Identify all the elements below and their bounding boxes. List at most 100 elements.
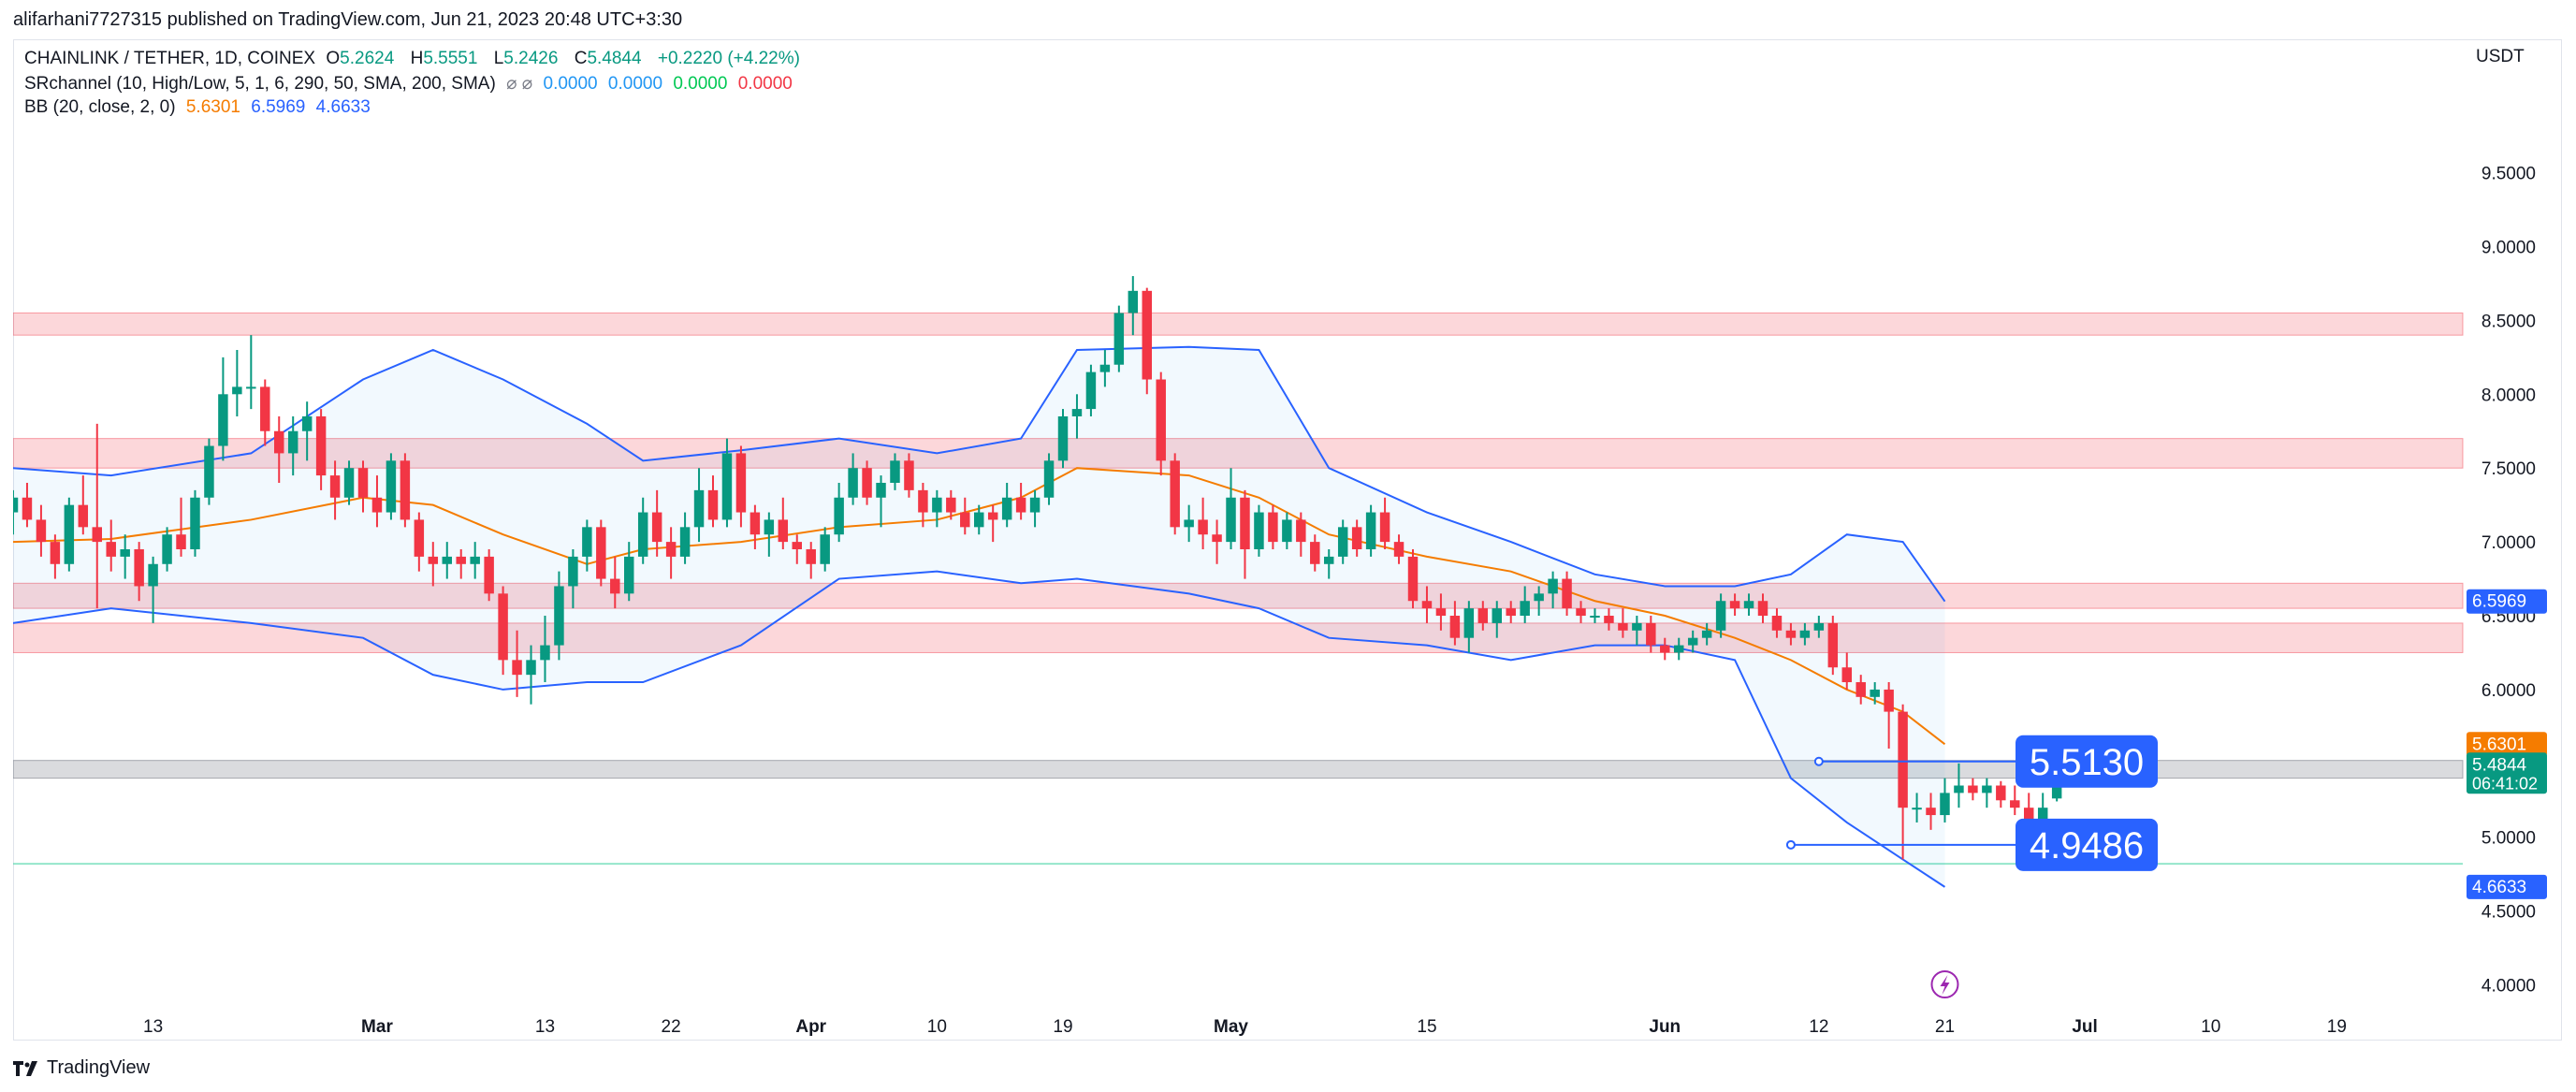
y-tick-label: 5.0000 <box>2481 829 2536 849</box>
candle-body <box>2037 808 2048 823</box>
bb-title[interactable]: BB (20, close, 2, 0) <box>24 97 176 117</box>
candle-body <box>13 497 19 513</box>
candle-body <box>386 460 397 513</box>
bb-lower-line <box>13 570 1946 888</box>
x-tick-label: Apr <box>795 1017 826 1037</box>
candle-body <box>1506 608 1516 617</box>
annotation-anchor <box>1785 839 1796 850</box>
candle-body <box>1421 601 1433 609</box>
candle-body <box>498 593 508 661</box>
x-tick-label: 12 <box>1809 1017 1828 1037</box>
candle-body <box>792 542 802 549</box>
candle-body <box>1729 601 1740 609</box>
price-annotation-label: 4.9486 <box>2030 825 2144 866</box>
candle-body <box>1310 542 1320 564</box>
price-chart[interactable]: 4.00004.50005.00005.50006.00006.50007.00… <box>13 39 2562 1041</box>
candle-body <box>679 527 691 557</box>
y-tick-label: 4.5000 <box>2481 903 2536 923</box>
price-axis-tag <box>2467 752 2547 794</box>
candle-body <box>50 542 61 564</box>
candle-body <box>1674 645 1684 653</box>
x-tick-label: 19 <box>1053 1017 1072 1037</box>
candle-body <box>232 386 242 395</box>
candle-body <box>1827 622 1839 668</box>
legend-ohlc: CHAINLINK / TETHER, 1D, COINEX O5.2624 H… <box>24 49 806 69</box>
sr-zone <box>13 438 2464 469</box>
candle-body <box>78 504 89 528</box>
candle-body <box>64 504 75 564</box>
x-tick-label: 13 <box>143 1017 163 1037</box>
candle-body <box>1226 497 1236 543</box>
candle-body <box>246 386 256 389</box>
low-label: L <box>493 49 504 68</box>
x-tick-label: 10 <box>2201 1017 2220 1037</box>
candle-body <box>204 445 214 498</box>
candle-body <box>1884 689 1894 712</box>
close-label: C <box>574 49 588 68</box>
candle-body <box>1029 497 1041 513</box>
candle-body <box>721 453 733 520</box>
candle-body <box>260 386 270 431</box>
tradingview-brand[interactable]: TradingView <box>13 1057 150 1079</box>
candle-body <box>36 519 47 543</box>
candle-body <box>274 430 284 454</box>
x-tick-label: 21 <box>1935 1017 1955 1037</box>
hidden-icon[interactable]: ⌀ ⌀ <box>506 74 533 94</box>
candle-body <box>540 645 550 661</box>
bb-lower-value: 4.6633 <box>315 97 371 117</box>
candle-body <box>1142 290 1152 380</box>
candle-body <box>1870 689 1880 697</box>
publish-info: alifarhani7727315 published on TradingVi… <box>13 9 683 30</box>
price-axis-tag <box>2467 589 2547 614</box>
candle-body <box>1351 527 1362 549</box>
candle-body <box>442 556 452 564</box>
candle-body <box>1449 616 1461 638</box>
x-tick-label: Mar <box>361 1017 393 1037</box>
open-label: O <box>326 49 341 68</box>
sr-value-4: 0.0000 <box>737 74 793 94</box>
tradingview-logo-icon <box>13 1060 37 1076</box>
candle-body <box>1548 578 1558 594</box>
change-value: +0.2220 (+4.22%) <box>657 49 800 68</box>
candle-body <box>778 519 789 543</box>
candle-body <box>596 527 606 579</box>
candle-body <box>2010 800 2020 808</box>
candle-body <box>1590 616 1600 619</box>
price-annotation-label: 5.5130 <box>2030 742 2144 783</box>
candle-body <box>1463 608 1475 638</box>
candle-body <box>1085 371 1097 410</box>
candle-body <box>1113 313 1125 365</box>
candle-body <box>974 512 984 528</box>
candle-body <box>1254 512 1264 549</box>
candle-body <box>357 468 369 498</box>
candle-body <box>301 415 313 431</box>
srchannel-title[interactable]: SRchannel (10, High/Low, 5, 1, 6, 290, 5… <box>24 74 496 94</box>
candle-body <box>1296 519 1306 543</box>
candle-body <box>1212 534 1222 543</box>
price-annotation-box <box>2016 818 2158 871</box>
candle-body <box>1477 608 1489 623</box>
x-tick-label: Jun <box>1649 1017 1681 1037</box>
candle-body <box>1520 601 1530 617</box>
candle-body <box>1407 556 1419 602</box>
brand-name: TradingView <box>47 1057 151 1078</box>
gray-zone <box>13 760 2464 779</box>
candle-body <box>1282 519 1292 543</box>
x-tick-label: 19 <box>2327 1017 2347 1037</box>
candle-body <box>1785 630 1797 638</box>
sr-value-3: 0.0000 <box>673 74 728 94</box>
price-axis-label: 5.6301 <box>2472 735 2526 754</box>
y-tick-label: 9.5000 <box>2481 165 2536 184</box>
candle-body <box>918 489 928 513</box>
low-value: 5.2426 <box>503 49 559 68</box>
candle-body <box>1632 622 1642 631</box>
candle-body <box>400 460 411 520</box>
candle-body <box>1071 409 1083 416</box>
candle-body <box>610 578 620 594</box>
candle-body <box>1996 785 2006 801</box>
candle-body <box>1660 645 1670 653</box>
candle-body <box>848 468 858 498</box>
candle-body <box>1240 497 1250 549</box>
candle-body <box>512 660 522 676</box>
currency-label: USDT <box>2476 47 2525 66</box>
